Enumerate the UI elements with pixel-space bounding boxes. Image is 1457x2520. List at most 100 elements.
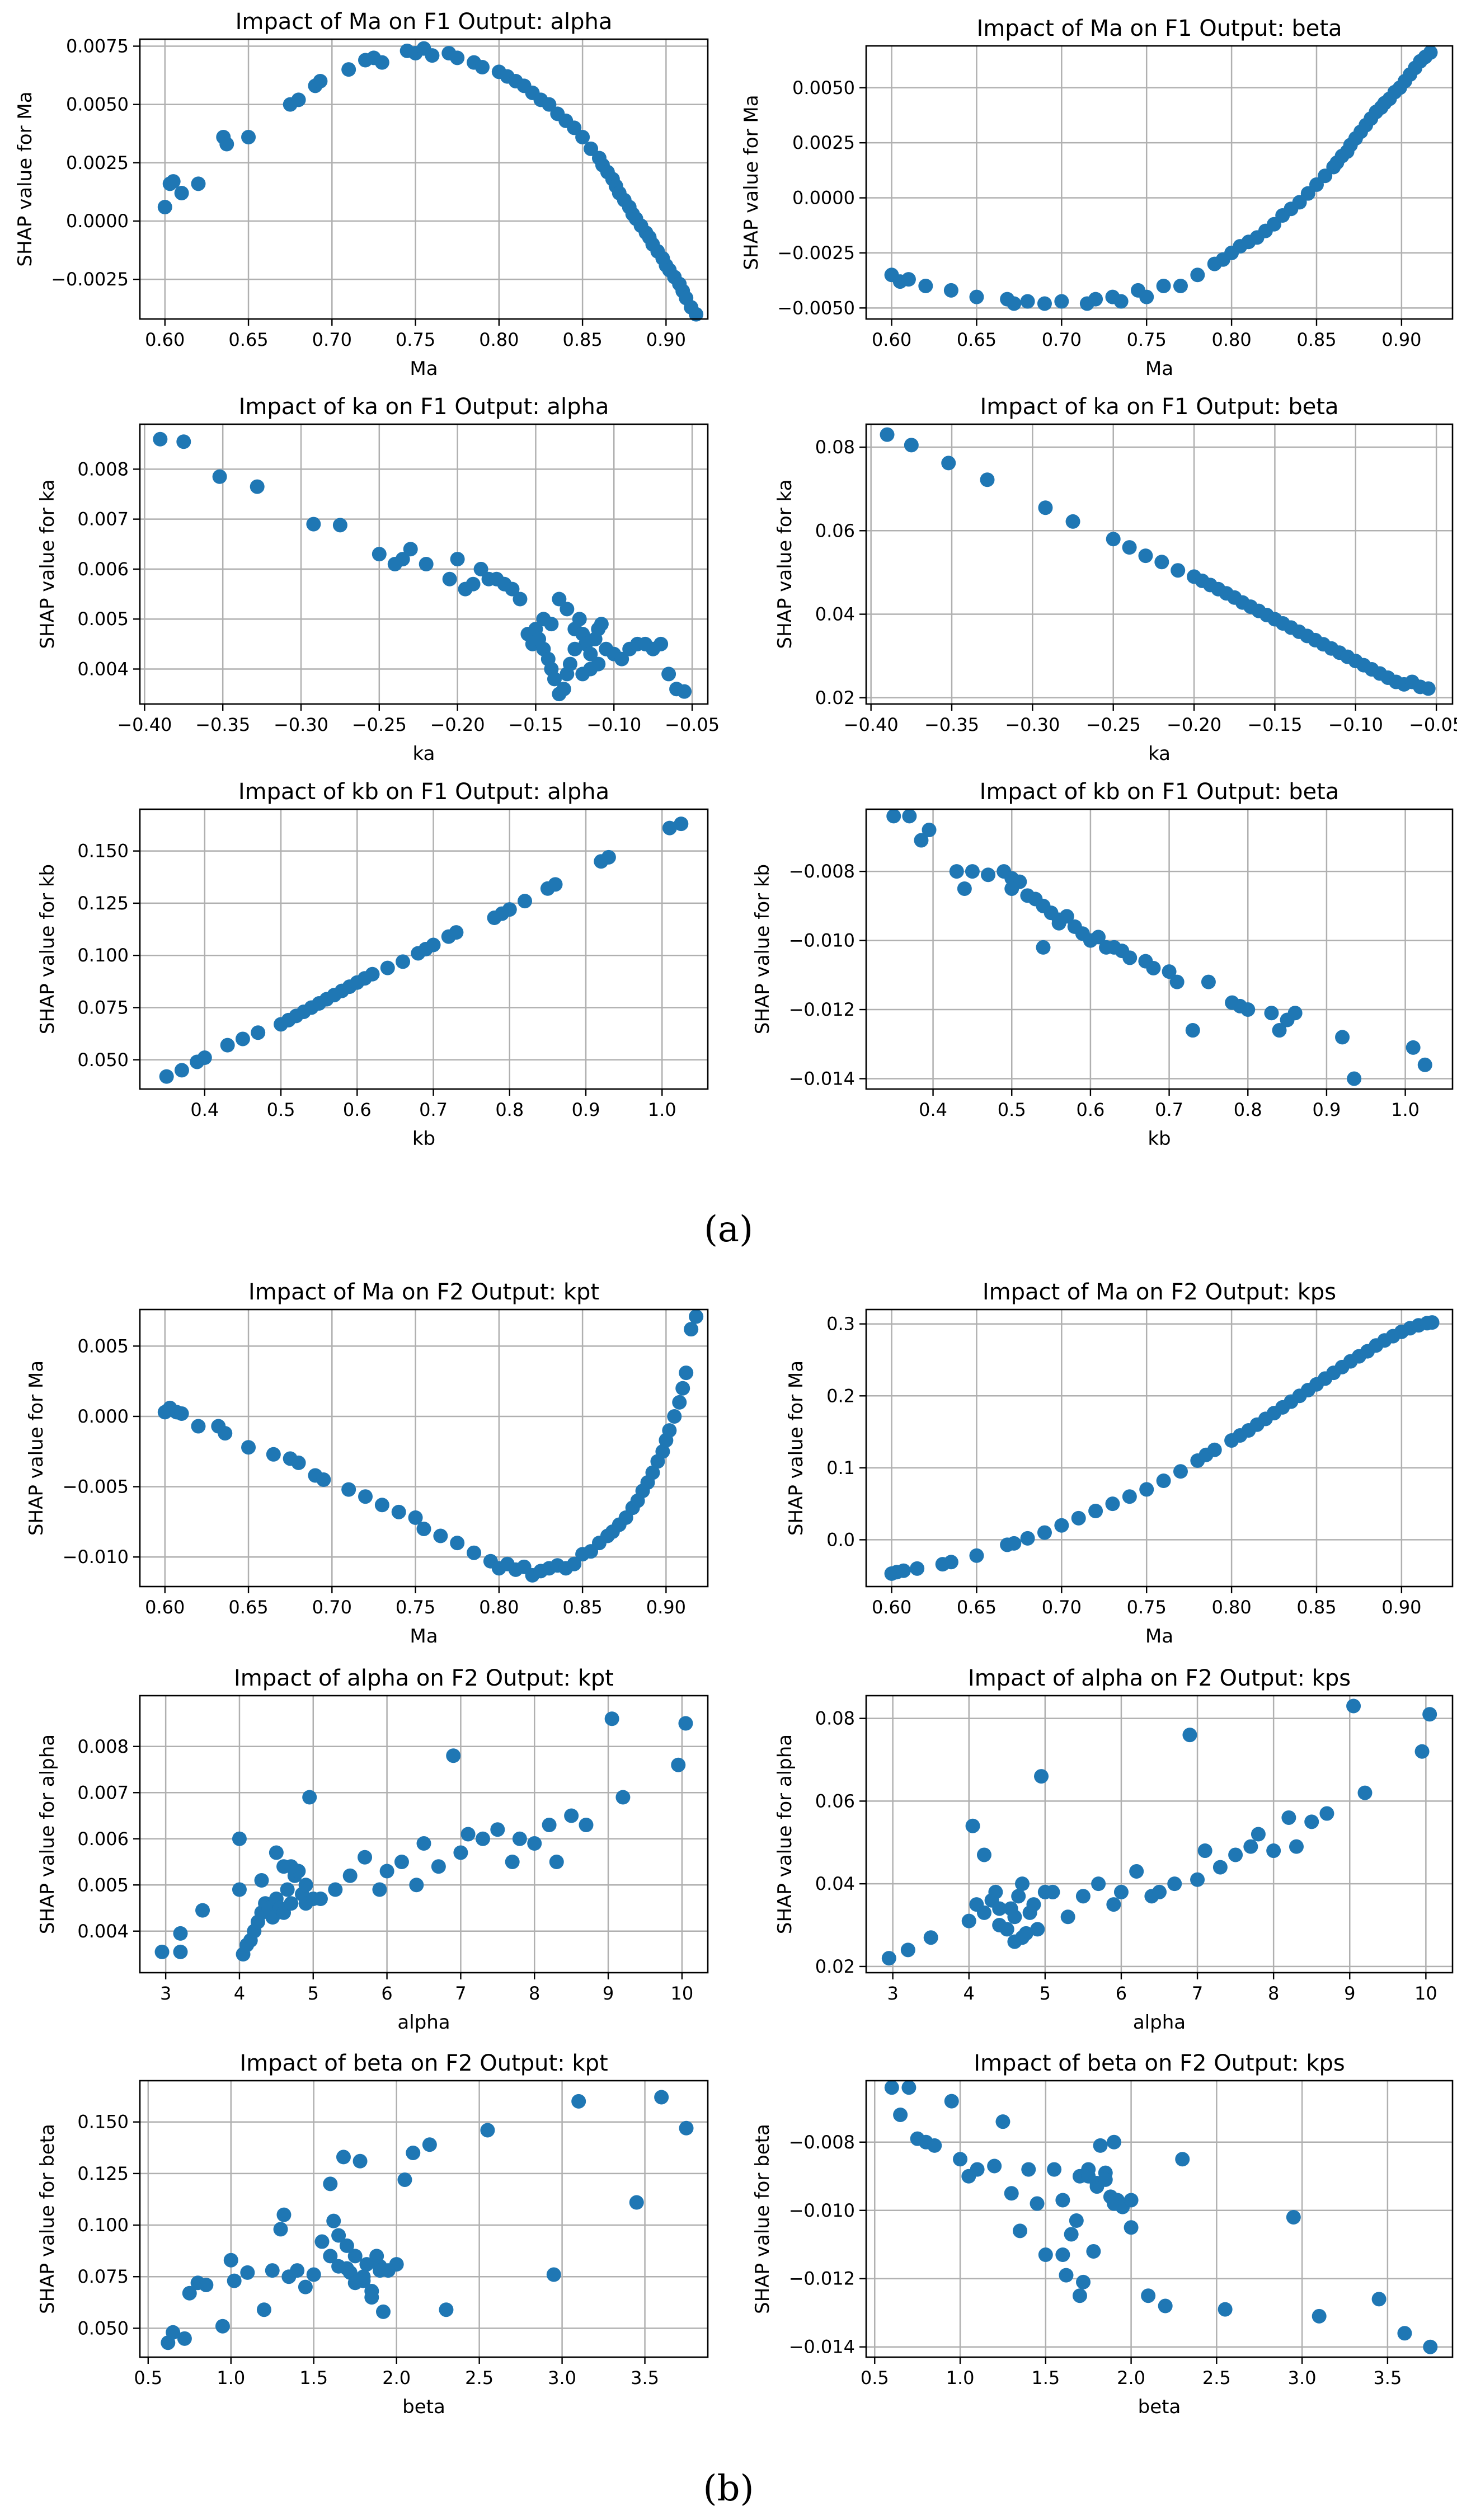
- chart-panel-10: 3 4 5 6 7 8 9 10 0.02 0.04 0.06 0.08 Impact of alpha…: [774, 1665, 1454, 2034]
- data-point: [567, 641, 582, 656]
- x-tick-label: 0.4: [190, 1099, 219, 1120]
- data-point: [1425, 1315, 1440, 1330]
- data-point: [1026, 1897, 1041, 1912]
- y-tick-label: 0.08: [815, 1708, 855, 1729]
- data-point: [1201, 974, 1216, 989]
- data-point: [1098, 2172, 1113, 2187]
- x-tick-label: −0.10: [1328, 714, 1383, 735]
- data-point: [604, 1711, 619, 1726]
- data-point: [1312, 2308, 1327, 2324]
- x-tick-label: 2.5: [1202, 2367, 1231, 2388]
- data-point: [1034, 1769, 1049, 1784]
- data-point: [562, 656, 577, 672]
- data-point: [313, 74, 328, 88]
- data-point: [662, 1423, 677, 1438]
- data-point: [1207, 1442, 1222, 1457]
- x-tick-label: 3.5: [631, 2367, 659, 2388]
- data-point: [166, 2325, 181, 2340]
- data-point: [379, 1864, 394, 1879]
- data-point: [1346, 1698, 1361, 1714]
- x-tick-label: 0.70: [1042, 1597, 1082, 1618]
- data-point: [564, 1808, 579, 1823]
- x-tick-label: 10: [1414, 1983, 1437, 2004]
- data-point: [1075, 1889, 1091, 1904]
- x-tick-label: 0.65: [228, 329, 268, 350]
- y-tick-label: −0.014: [789, 1068, 855, 1089]
- x-tick-label: 0.80: [479, 1597, 519, 1618]
- x-tick-label: −0.25: [352, 714, 407, 735]
- data-point: [1122, 540, 1137, 555]
- y-tick-label: 0.050: [77, 2317, 129, 2339]
- data-point: [449, 925, 464, 940]
- data-point: [567, 120, 582, 135]
- data-point: [1171, 563, 1186, 578]
- chart-title: Impact of ka on F1 Output: alpha: [239, 394, 609, 420]
- data-point: [372, 547, 387, 562]
- y-tick-label: 0.0075: [66, 36, 129, 57]
- data-point: [467, 1545, 482, 1560]
- x-tick-label: −0.10: [586, 714, 641, 735]
- data-point: [556, 682, 571, 697]
- data-point: [426, 937, 441, 952]
- data-point: [251, 1025, 266, 1040]
- data-point: [1251, 1827, 1266, 1842]
- data-point: [518, 894, 533, 909]
- data-point: [678, 1716, 693, 1731]
- data-point: [893, 2107, 908, 2122]
- x-axis-label: alpha: [397, 2011, 450, 2034]
- data-point: [567, 1556, 582, 1571]
- y-tick-label: 0.005: [77, 1874, 129, 1895]
- x-tick-label: −0.20: [430, 714, 485, 735]
- x-tick-label: −0.30: [1005, 714, 1060, 735]
- x-tick-label: 0.80: [1211, 1597, 1251, 1618]
- y-tick-label: 0.0: [826, 1529, 855, 1550]
- data-point: [965, 1818, 980, 1833]
- data-point: [505, 581, 520, 597]
- data-point: [254, 1873, 269, 1888]
- y-tick-label: 0.006: [77, 559, 129, 580]
- data-point: [901, 2080, 916, 2095]
- data-point: [232, 1831, 247, 1846]
- chart-title: Impact of alpha on F2 Output: kps: [968, 1665, 1351, 1691]
- data-point: [886, 809, 901, 824]
- chart-title: Impact of beta on F2 Output: kpt: [239, 2050, 608, 2076]
- data-point: [1055, 2247, 1070, 2263]
- y-tick-label: 0.02: [815, 687, 855, 708]
- data-point: [614, 651, 629, 667]
- data-point: [266, 1447, 281, 1462]
- plot-frame: [139, 2080, 709, 2358]
- data-point: [1281, 1810, 1296, 1825]
- data-point: [314, 2234, 330, 2249]
- data-point: [904, 438, 919, 453]
- x-tick-label: 0.5: [861, 2367, 889, 2388]
- data-point: [1158, 2298, 1173, 2313]
- data-point: [1007, 1909, 1022, 1925]
- y-tick-label: 0.004: [77, 659, 129, 680]
- y-tick-label: 0.004: [77, 1921, 129, 1942]
- data-point: [571, 2094, 586, 2109]
- y-axis-label: SHAP value for ka: [774, 480, 796, 649]
- data-point: [235, 1031, 250, 1047]
- data-point: [1091, 930, 1106, 945]
- data-point: [1156, 1473, 1171, 1488]
- y-tick-label: 0.008: [77, 458, 129, 480]
- data-point: [957, 881, 972, 896]
- x-tick-label: 9: [1344, 1983, 1355, 2004]
- data-point: [1007, 296, 1022, 311]
- data-point: [323, 2249, 338, 2264]
- data-point: [273, 2222, 288, 2237]
- x-tick-label: 1.0: [946, 2367, 975, 2388]
- data-point: [176, 434, 191, 449]
- data-point: [1020, 1531, 1035, 1546]
- plot-frame: [139, 38, 709, 320]
- data-point: [474, 60, 490, 74]
- data-point: [341, 1482, 356, 1497]
- data-point: [227, 2273, 242, 2288]
- data-point: [389, 2257, 404, 2272]
- x-tick-label: 1.5: [1031, 2367, 1060, 2388]
- data-point: [1264, 1006, 1279, 1021]
- x-tick-label: 9: [603, 1983, 614, 2004]
- x-tick-label: 0.5: [998, 1099, 1026, 1120]
- data-point: [1021, 2162, 1036, 2177]
